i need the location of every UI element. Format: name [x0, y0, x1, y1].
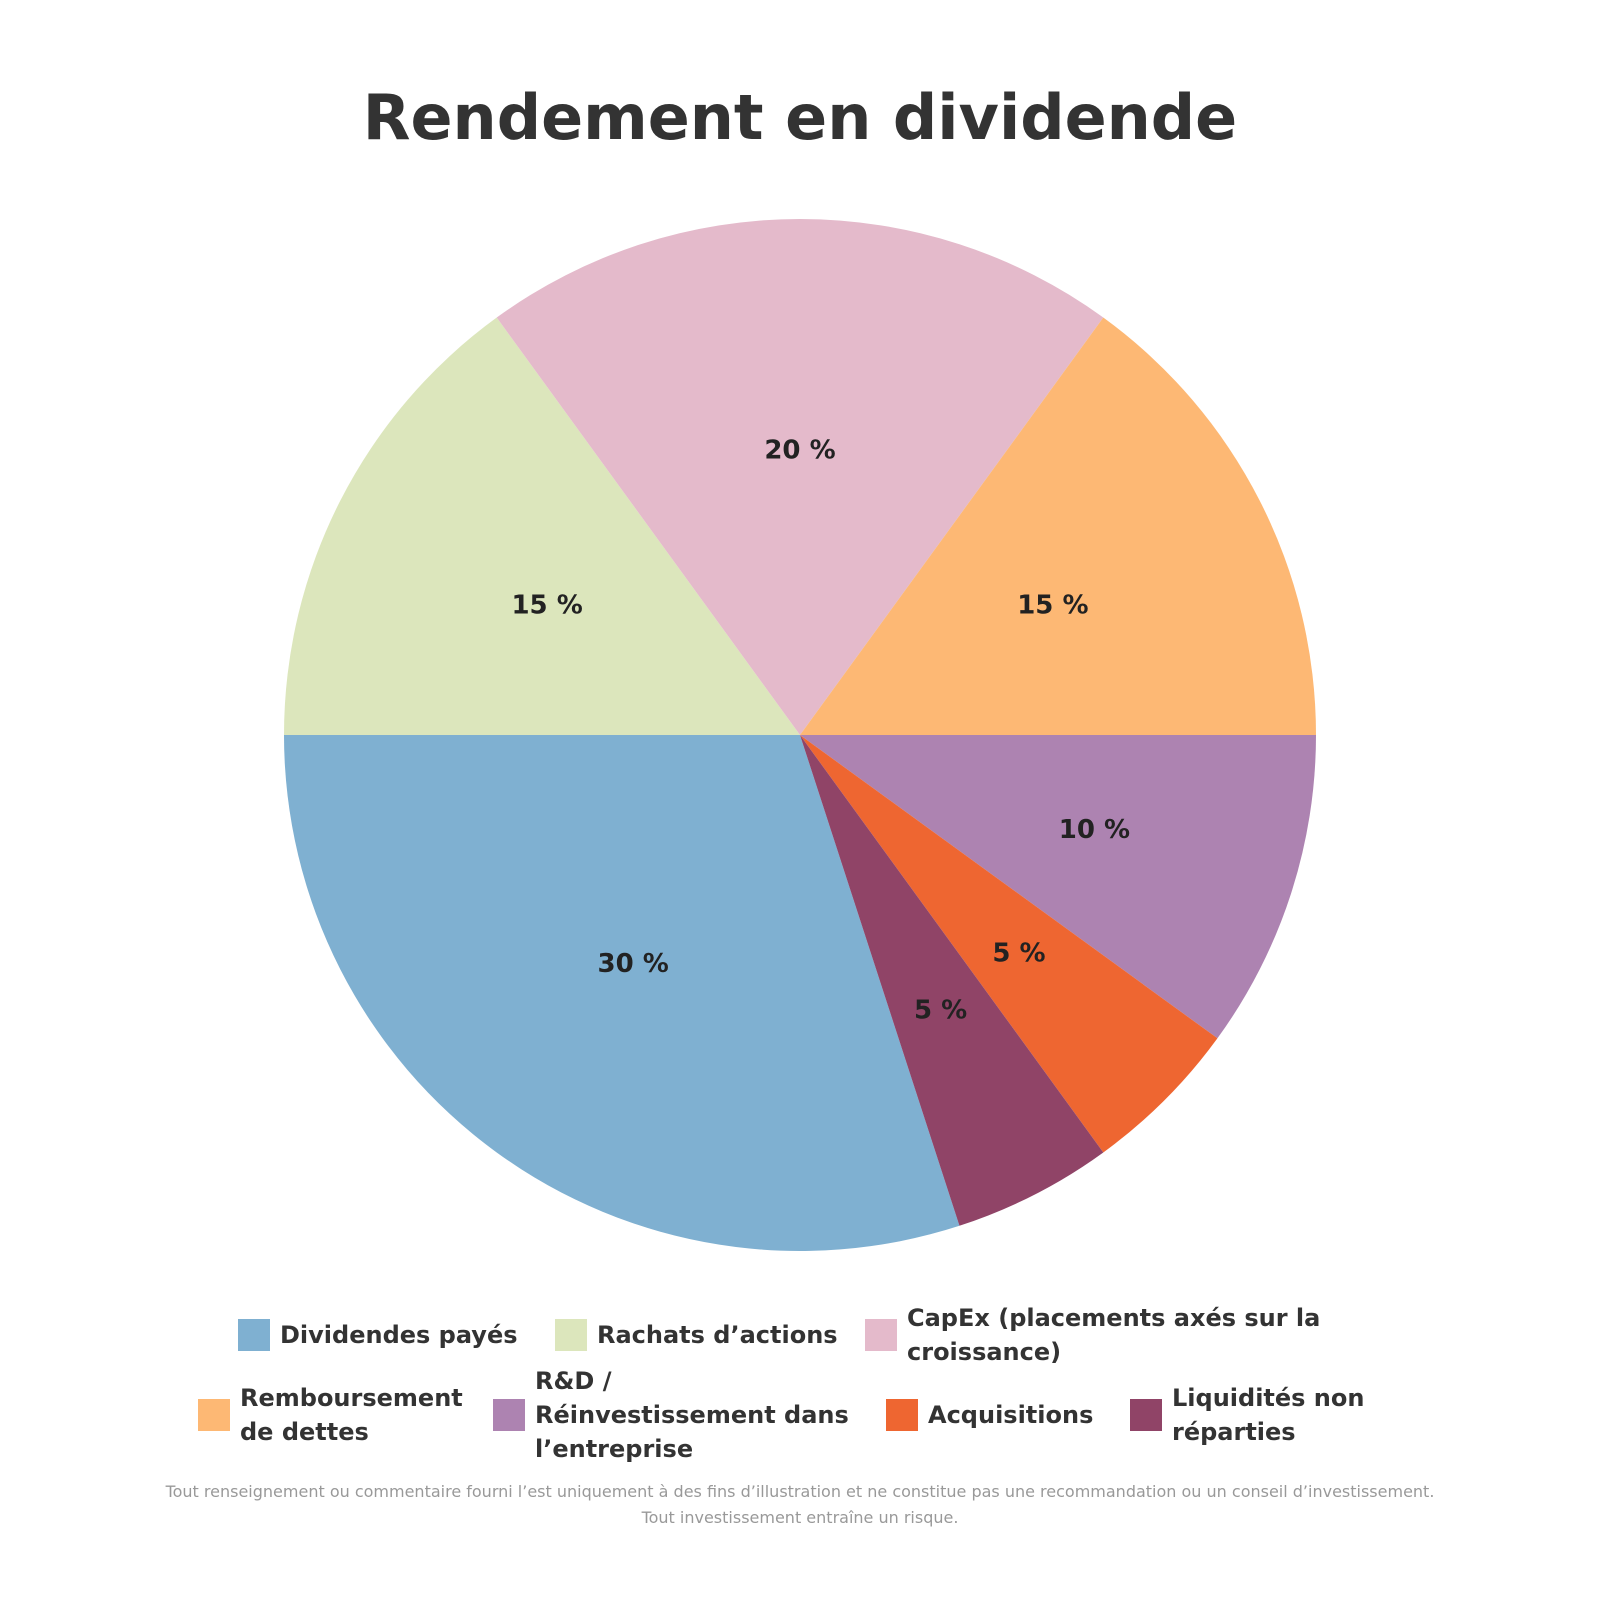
legend-label: Rachats d’actions — [597, 1321, 838, 1349]
legend-item: Dividendes payés — [238, 1318, 518, 1352]
legend-swatch — [238, 1319, 270, 1351]
legend-label: Dividendes payés — [280, 1321, 518, 1349]
data-label: 5 % — [992, 938, 1045, 968]
data-label: 30 % — [598, 949, 669, 979]
legend-label: CapEx (placements axés sur la croissance… — [907, 1304, 1321, 1366]
pie-slice — [800, 317, 1316, 735]
legend-item: R&D / Réinvestissement dans l’entreprise — [493, 1364, 855, 1466]
legend-label: R&D / Réinvestissement dans l’entreprise — [535, 1367, 849, 1463]
footnote: Tout renseignement ou commentaire fourni… — [165, 1482, 1435, 1501]
legend-swatch — [886, 1399, 918, 1431]
legend-swatch — [493, 1399, 525, 1431]
legend-swatch — [555, 1319, 587, 1351]
data-label: 10 % — [1059, 815, 1130, 845]
legend-item: Liquidités non réparties — [1130, 1381, 1472, 1449]
pie-slice — [800, 735, 1104, 1226]
legend-item: Rachats d’actions — [555, 1318, 838, 1352]
data-label: 15 % — [1017, 591, 1088, 621]
legend-label: Liquidités non réparties — [1172, 1384, 1365, 1446]
legend-item: Acquisitions — [886, 1398, 1093, 1432]
chart-title: Rendement en dividende — [363, 81, 1237, 154]
pie-slice — [800, 735, 1316, 1039]
data-label: 15 % — [511, 591, 582, 621]
pie-slice — [496, 219, 1104, 736]
data-label: 20 % — [764, 436, 835, 466]
footnote: Tout investissement entraîne un risque. — [641, 1508, 959, 1527]
legend-item: CapEx (placements axés sur la croissance… — [865, 1301, 1467, 1369]
data-label: 5 % — [914, 995, 967, 1025]
pie-slice — [284, 735, 960, 1251]
legend-swatch — [1130, 1399, 1162, 1431]
pie-slice — [284, 317, 800, 735]
pie-slice — [800, 735, 1218, 1153]
legend-swatch — [865, 1319, 897, 1351]
legend-label: Acquisitions — [928, 1401, 1094, 1429]
legend-swatch — [198, 1399, 230, 1431]
legend-item: Remboursement de dettes — [198, 1381, 470, 1449]
legend-label: Remboursement de dettes — [240, 1384, 463, 1446]
